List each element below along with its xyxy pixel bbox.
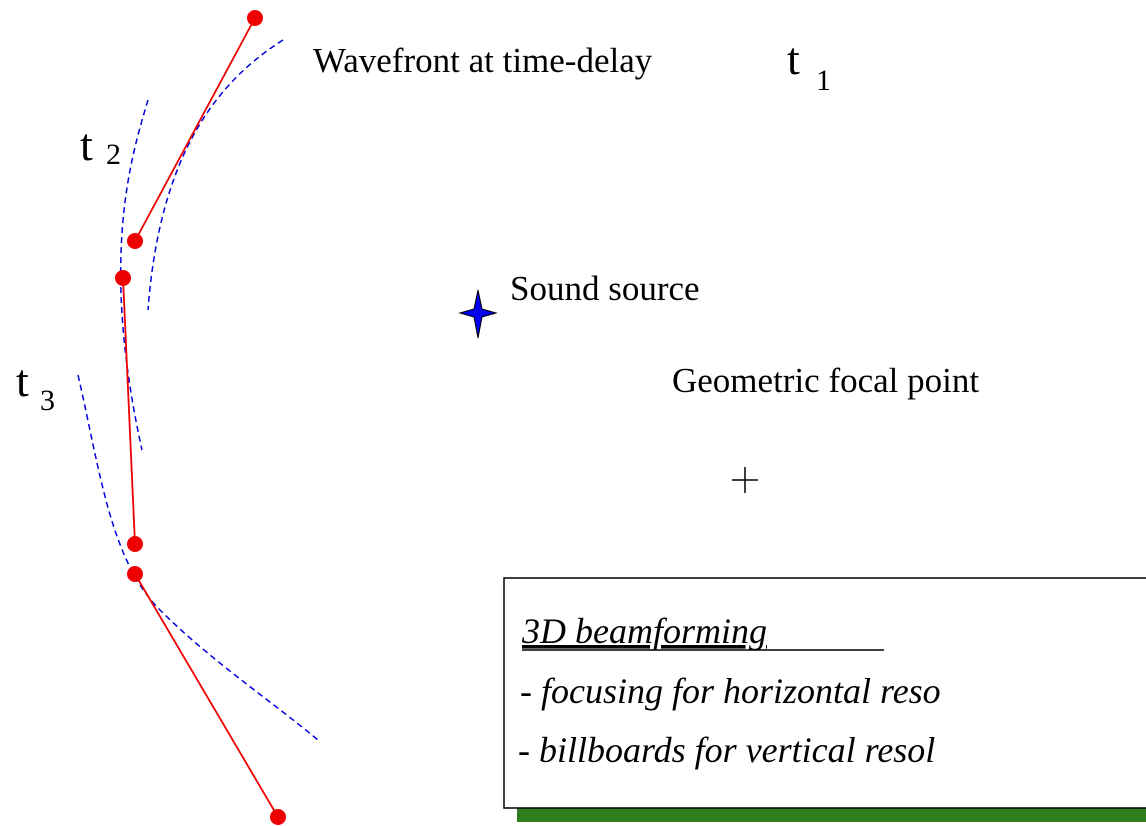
point (247, 10, 263, 26)
t-subscript: 3 (40, 384, 55, 417)
wavefront-t1 (147, 39, 284, 311)
array-line (134, 17, 256, 242)
t-symbol: t (80, 119, 93, 170)
wavefront-t2 (120, 99, 149, 451)
array-line (122, 277, 136, 545)
focal-point-label: Geometric focal point (672, 361, 979, 400)
array-lines (122, 17, 279, 818)
array-points (115, 10, 286, 825)
sound-source-marker (458, 289, 498, 339)
focal-point-marker (732, 467, 758, 493)
point (270, 809, 286, 825)
array-line (134, 573, 279, 818)
sound-source-label: Sound source (510, 269, 700, 308)
box-line: - focusing for horizontal reso (520, 671, 941, 711)
box-title: 3D beamforming (521, 611, 767, 651)
t-subscript: 1 (816, 64, 831, 97)
t-subscript: 2 (106, 138, 121, 171)
info-box (503, 577, 1146, 809)
t-symbol: t (16, 355, 29, 406)
point (115, 270, 131, 286)
point (127, 233, 143, 249)
wavefront-t3 (77, 374, 319, 741)
wavefront-label: Wavefront at time-delay (313, 41, 653, 80)
point (127, 566, 143, 582)
t-symbol: t (787, 33, 800, 84)
box-line: - billboards for vertical resol (518, 730, 935, 770)
point (127, 536, 143, 552)
